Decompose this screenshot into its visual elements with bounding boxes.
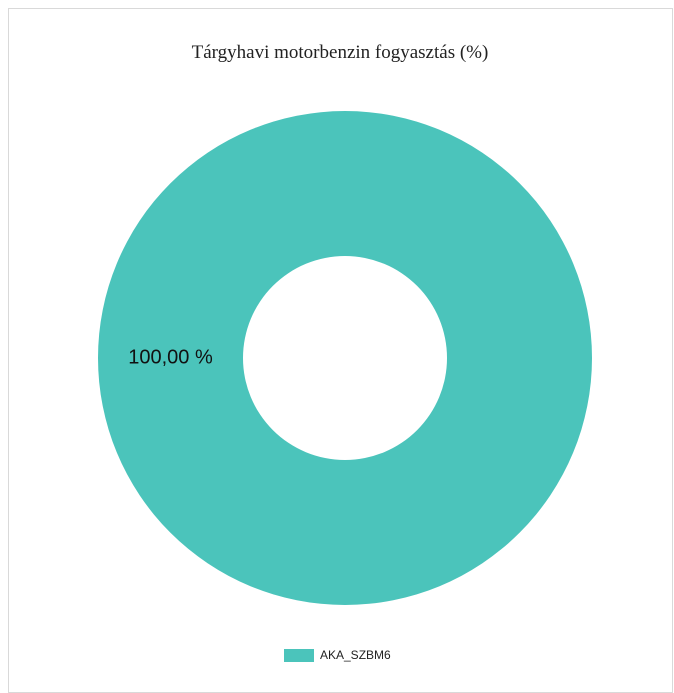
value-label: 100,00 %	[128, 346, 213, 368]
legend-label: AKA_SZBM6	[320, 648, 391, 662]
legend-swatch	[284, 649, 314, 662]
donut-slice	[98, 111, 592, 605]
chart-title: Tárgyhavi motorbenzin fogyasztás (%)	[192, 42, 489, 63]
